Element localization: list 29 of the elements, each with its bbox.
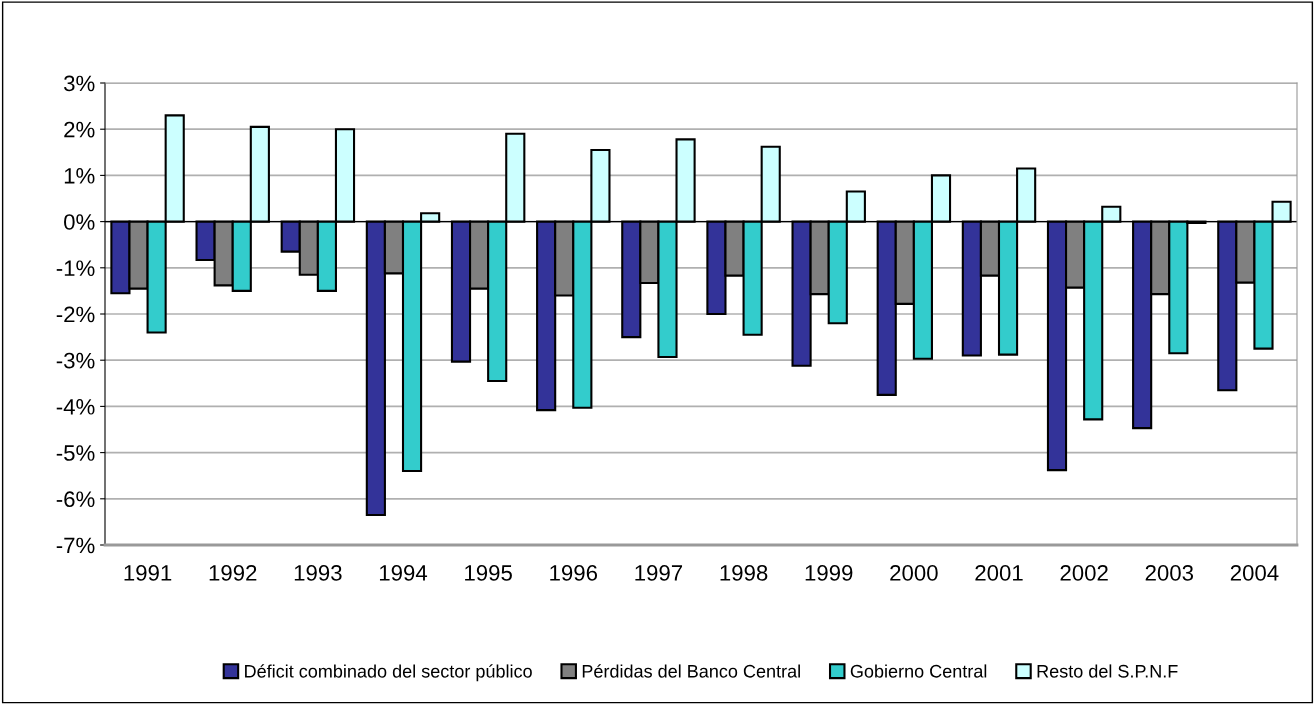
y-tick-label: 1% <box>64 168 95 184</box>
x-tick-label: 2004 <box>1230 565 1279 581</box>
x-tick-label: 2000 <box>890 565 938 581</box>
y-tick-label: -4% <box>56 399 95 415</box>
legend-label: Gobierno Central <box>850 664 987 678</box>
y-tick-label: 2% <box>64 121 95 138</box>
x-tick-label: 2002 <box>1060 565 1108 581</box>
x-tick-label: 1992 <box>209 565 257 581</box>
y-tick-label: -7% <box>56 537 95 554</box>
x-tick-label: 1997 <box>635 565 683 581</box>
x-tick-label: 1991 <box>124 565 172 581</box>
y-tick-label: 3% <box>64 75 95 92</box>
y-tick-label: -5% <box>56 445 95 461</box>
y-tick-label: -3% <box>56 352 95 369</box>
legend-label: Resto del S.P.N.F <box>1037 664 1178 678</box>
x-tick-label: 2001 <box>975 565 1023 581</box>
x-tick-label: 2003 <box>1145 565 1194 581</box>
y-tick-label: -6% <box>56 491 95 508</box>
x-tick-label: 1998 <box>720 565 768 581</box>
legend-label: Pérdidas del Banco Central <box>582 664 800 678</box>
x-tick-label: 1995 <box>465 565 512 581</box>
x-tick-label: 1993 <box>294 565 342 581</box>
y-tick-label: 0% <box>64 214 95 230</box>
y-tick-label: -1% <box>56 260 95 276</box>
legend-label: Déficit combinado del sector público <box>245 664 532 682</box>
x-tick-label: 1994 <box>379 565 428 581</box>
x-tick-label: 1996 <box>550 565 598 581</box>
x-tick-label: 1999 <box>805 565 853 581</box>
y-tick-label: -2% <box>56 306 95 323</box>
